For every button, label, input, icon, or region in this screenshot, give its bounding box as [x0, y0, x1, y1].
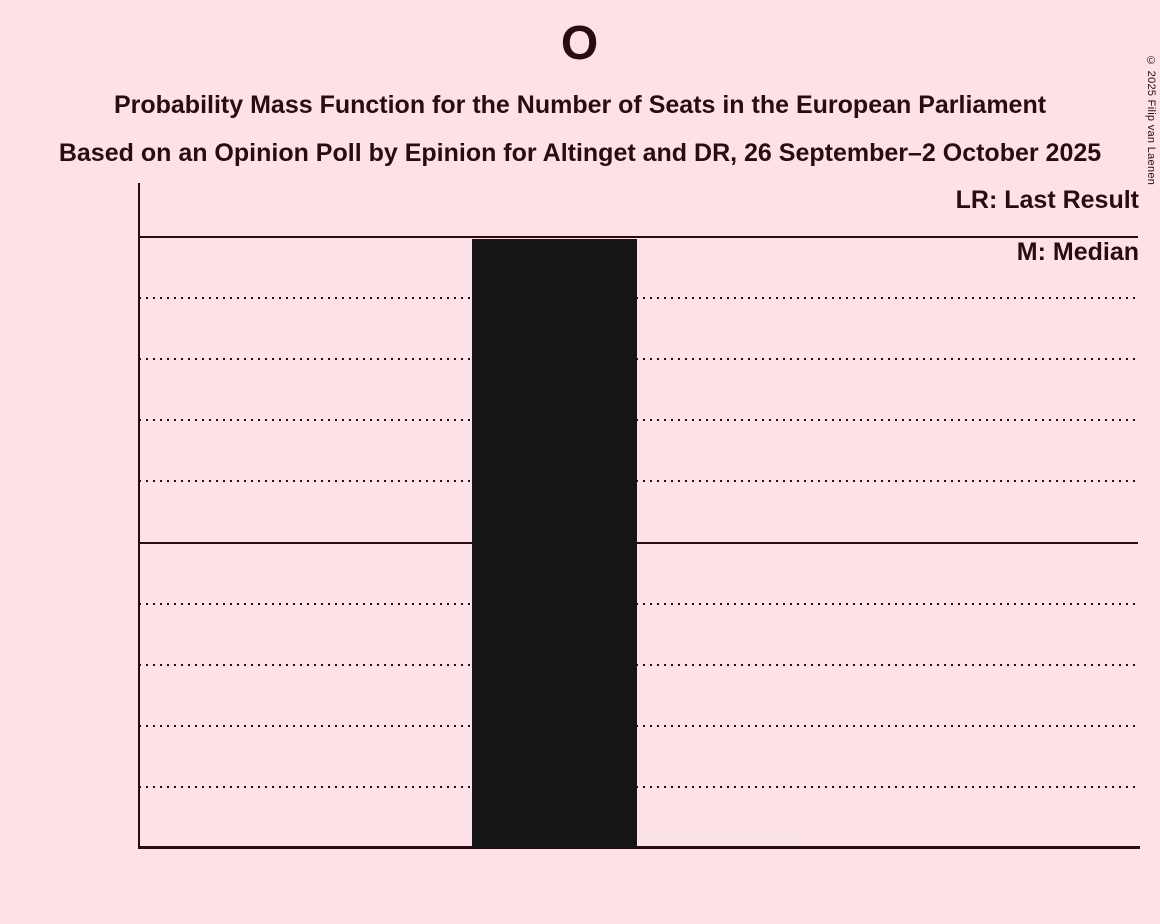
value-label — [455, 184, 655, 224]
y-tick-label — [0, 217, 118, 257]
x-tick-label — [954, 867, 1154, 907]
bar — [638, 846, 804, 848]
gridline-30pct — [139, 663, 1138, 666]
gridline-80pct — [139, 358, 1138, 361]
gridline-20pct — [139, 724, 1138, 727]
legend-last-result: LR: Last Result — [955, 186, 1139, 214]
chart-subtitle-line2: Based on an Opinion Poll by Epinion for … — [58, 139, 1102, 167]
gridline-60pct — [139, 480, 1138, 483]
y-tick-label — [0, 523, 118, 563]
median-marker — [455, 523, 655, 563]
gridline-90pct — [139, 297, 1138, 300]
gridline-50pct — [139, 541, 1138, 544]
value-label — [954, 794, 1154, 834]
gridline-40pct — [139, 602, 1138, 605]
copyright-notice: © 2025 Filip van Laenen — [1145, 55, 1157, 186]
chart-title: O — [560, 17, 600, 70]
gridline-10pct — [139, 785, 1138, 788]
value-label — [289, 794, 489, 834]
gridline-100pct — [139, 236, 1138, 238]
gridline-70pct — [139, 419, 1138, 422]
bar — [472, 238, 638, 848]
y-axis-line — [138, 183, 140, 848]
legend-median: M: Median — [1016, 238, 1139, 266]
chart-subtitle-line1: Probability Mass Function for the Number… — [113, 91, 1047, 119]
last-result-marker — [122, 740, 322, 780]
